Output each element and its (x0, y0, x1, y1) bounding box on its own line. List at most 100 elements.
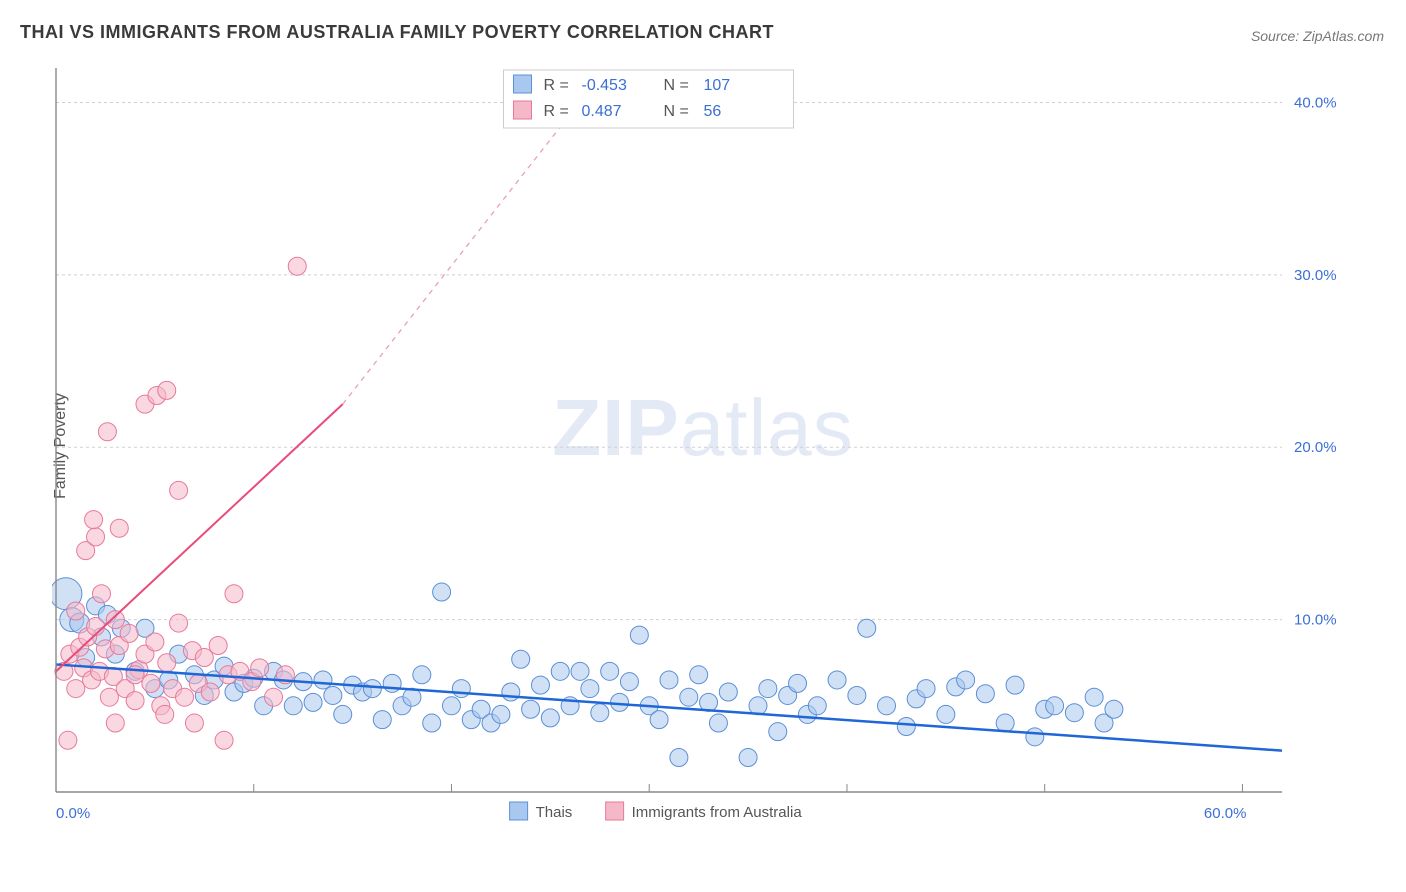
thais-point (502, 683, 520, 701)
thais-point (709, 714, 727, 732)
thais-point (1006, 676, 1024, 694)
thais-point (808, 697, 826, 715)
x-tick-label: 0.0% (56, 805, 90, 822)
thais-point (304, 693, 322, 711)
y-tick-label: 20.0% (1294, 439, 1337, 456)
source-attribution: Source: ZipAtlas.com (1251, 28, 1384, 44)
legend-label-australia: Immigrants from Australia (632, 804, 803, 821)
stats-n-label: N = (663, 77, 688, 94)
australia-point (59, 731, 77, 749)
thais-point (334, 705, 352, 723)
australia-point (126, 692, 144, 710)
thais-point (531, 676, 549, 694)
australia-point (209, 636, 227, 654)
thais-point (314, 671, 332, 689)
thais-point (324, 686, 342, 704)
australia-point (225, 585, 243, 603)
thais-point (897, 717, 915, 735)
stats-r-value: -0.453 (581, 77, 626, 94)
australia-point (185, 714, 203, 732)
thais-point (620, 673, 638, 691)
thais-point (452, 680, 470, 698)
thais-point (601, 662, 619, 680)
australia-point (156, 705, 174, 723)
thais-point (1026, 728, 1044, 746)
australia-point (265, 688, 283, 706)
legend-swatch-thais (510, 802, 528, 820)
australia-point (142, 674, 160, 692)
stats-r-value: 0.487 (581, 103, 621, 120)
thais-point (611, 693, 629, 711)
thais-point (670, 749, 688, 767)
x-tick-label: 60.0% (1204, 805, 1247, 822)
australia-point (110, 519, 128, 537)
thais-point (591, 704, 609, 722)
australia-point (251, 659, 269, 677)
stats-n-value: 107 (703, 77, 730, 94)
stats-r-label: R = (543, 103, 568, 120)
australia-point (158, 654, 176, 672)
australia-point (170, 614, 188, 632)
thais-point (571, 662, 589, 680)
australia-point (100, 688, 118, 706)
australia-point (288, 257, 306, 275)
australia-point (67, 602, 85, 620)
australia-point (215, 731, 233, 749)
y-tick-label: 30.0% (1294, 267, 1337, 284)
thais-point (858, 619, 876, 637)
stats-n-value: 56 (703, 103, 721, 120)
australia-point (92, 585, 110, 603)
thais-point (1046, 697, 1064, 715)
australia-point (85, 511, 103, 529)
australia-point (87, 618, 105, 636)
australia-point (158, 381, 176, 399)
legend-swatch-australia (606, 802, 624, 820)
australia-point (87, 528, 105, 546)
australia-point (106, 611, 124, 629)
thais-point (789, 674, 807, 692)
legend-label-thais: Thais (536, 804, 573, 821)
thais-point (512, 650, 530, 668)
thais-point (976, 685, 994, 703)
thais-point (739, 749, 757, 767)
thais-point (690, 666, 708, 684)
thais-point (957, 671, 975, 689)
stats-swatch-australia (513, 101, 531, 119)
stats-swatch-thais (513, 75, 531, 93)
australia-point (120, 624, 138, 642)
thais-point (1105, 700, 1123, 718)
stats-n-label: N = (663, 103, 688, 120)
thais-point (630, 626, 648, 644)
australia-point (170, 481, 188, 499)
thais-point (1065, 704, 1083, 722)
thais-point (373, 711, 391, 729)
thais-point (660, 671, 678, 689)
thais-point (996, 714, 1014, 732)
thais-point (433, 583, 451, 601)
thais-point (492, 705, 510, 723)
y-tick-label: 10.0% (1294, 612, 1337, 629)
thais-point (442, 697, 460, 715)
thais-point (650, 711, 668, 729)
australia-point (201, 683, 219, 701)
thais-point (522, 700, 540, 718)
thais-point (759, 680, 777, 698)
chart-title: THAI VS IMMIGRANTS FROM AUSTRALIA FAMILY… (20, 22, 774, 43)
thais-point (769, 723, 787, 741)
thais-point (937, 705, 955, 723)
thais-point (413, 666, 431, 684)
thais-point (423, 714, 441, 732)
thais-point (284, 697, 302, 715)
australia-point (67, 680, 85, 698)
thais-point (680, 688, 698, 706)
thais-point (878, 697, 896, 715)
australia-point (176, 688, 194, 706)
thais-point (828, 671, 846, 689)
stats-r-label: R = (543, 77, 568, 94)
thais-point (541, 709, 559, 727)
thais-point (1085, 688, 1103, 706)
scatter-chart: 10.0%20.0%30.0%40.0%0.0%60.0% R =-0.453N… (52, 60, 1352, 830)
thais-point (719, 683, 737, 701)
thais-point (363, 680, 381, 698)
thais-point (848, 686, 866, 704)
